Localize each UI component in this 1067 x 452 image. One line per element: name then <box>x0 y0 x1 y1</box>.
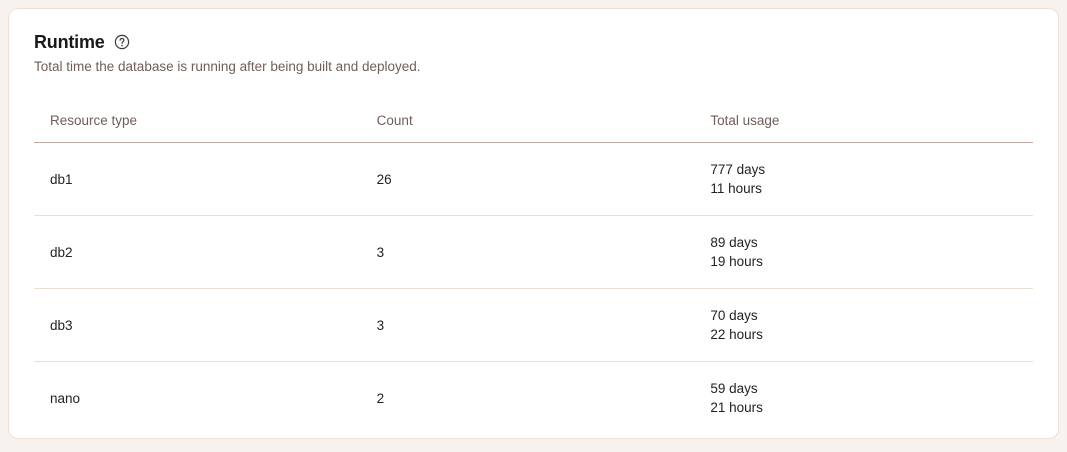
total-usage-cell: 59 days 21 hours <box>694 362 1033 435</box>
total-usage-cell: 70 days 22 hours <box>694 288 1033 362</box>
usage-days: 59 days <box>710 381 758 396</box>
usage-days: 89 days <box>710 235 758 250</box>
runtime-panel: Runtime Total time the database is runni… <box>8 8 1059 439</box>
count-cell: 26 <box>360 142 695 216</box>
page-title: Runtime <box>34 32 105 52</box>
count-cell: 3 <box>360 288 695 362</box>
usage-days: 70 days <box>710 308 758 323</box>
count-cell: 3 <box>360 215 695 289</box>
panel-header: Runtime Total time the database is runni… <box>34 31 1033 76</box>
table-header-row: Resource type Count Total usage <box>34 101 1033 143</box>
total-usage-cell: 777 days 11 hours <box>694 142 1033 216</box>
resource-type-cell: db1 <box>34 142 361 216</box>
table-row: db1 26 777 days 11 hours <box>34 142 1033 216</box>
total-usage-cell: 89 days 19 hours <box>694 215 1033 289</box>
table-row: nano 2 59 days 21 hours <box>34 362 1033 435</box>
resource-type-cell: db3 <box>34 288 361 362</box>
count-cell: 2 <box>376 390 385 406</box>
usage-hours: 19 hours <box>710 254 763 269</box>
column-header-total-usage: Total usage <box>694 101 1033 143</box>
usage-hours: 11 hours <box>710 181 762 196</box>
usage-days: 777 days <box>710 162 766 177</box>
column-header-resource-type: Resource type <box>34 101 361 143</box>
usage-hours: 21 hours <box>710 400 763 415</box>
table-row: db3 3 70 days 22 hours <box>34 288 1033 362</box>
usage-hours: 22 hours <box>710 327 763 342</box>
question-circle-icon[interactable] <box>114 34 130 50</box>
runtime-usage-table: Resource type Count Total usage db1 26 7… <box>34 101 1033 434</box>
resource-type-cell: db2 <box>34 215 361 289</box>
resource-type-cell: nano <box>50 390 81 406</box>
panel-subtitle: Total time the database is running after… <box>34 59 421 74</box>
column-header-count: Count <box>360 101 695 143</box>
table-row: db2 3 89 days 19 hours <box>34 215 1033 289</box>
